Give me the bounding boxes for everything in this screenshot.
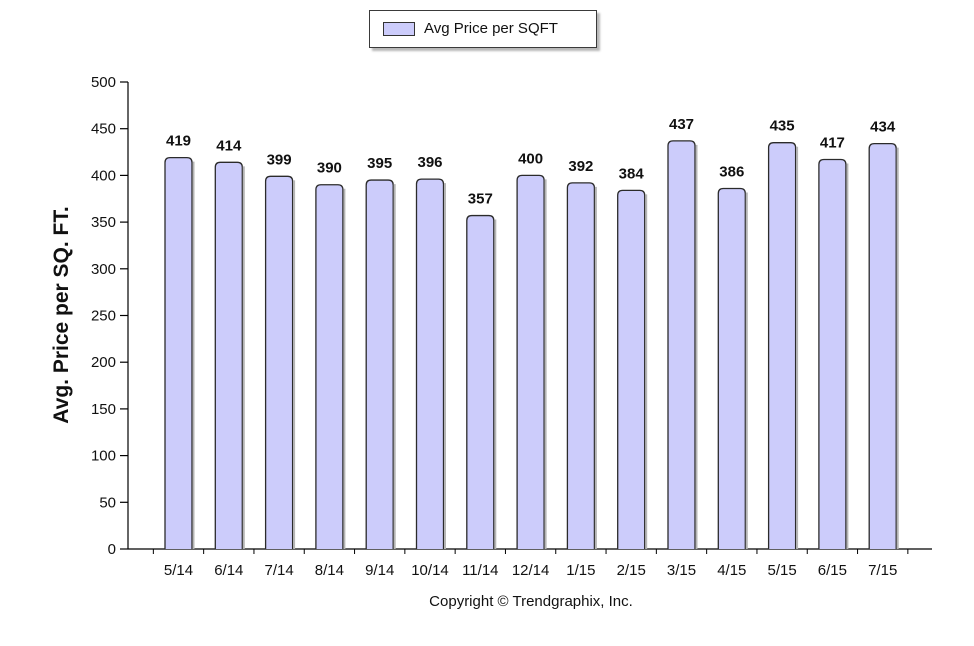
y-tick-label: 300 (91, 261, 116, 278)
bar-value-label: 395 (367, 155, 392, 172)
bar (164, 157, 193, 549)
y-axis-label: Avg. Price per SQ. FT. (50, 206, 73, 423)
bar-value-label: 396 (417, 154, 442, 171)
bar-value-label: 419 (166, 133, 191, 150)
bar (516, 174, 545, 549)
bar-value-label: 414 (216, 137, 242, 154)
bar-value-label: 434 (870, 119, 896, 136)
x-tick-label: 7/15 (868, 562, 897, 579)
data-labels: 419 414 399 390 395 396 357 400 392 384 437 386 435 4… (166, 116, 896, 208)
x-tick-label: 7/14 (264, 562, 293, 579)
y-tick-label: 350 (91, 214, 116, 231)
bar (868, 142, 897, 549)
bar-value-label: 384 (619, 165, 645, 182)
y-tick-label: 200 (91, 354, 116, 371)
bar (315, 184, 344, 549)
bar-value-label: 435 (770, 118, 795, 135)
x-tick-label: 6/15 (818, 562, 847, 579)
bar (717, 187, 746, 549)
x-tick-label: 12/14 (512, 562, 550, 579)
bar-value-label: 386 (719, 163, 744, 180)
y-tick-label: 100 (91, 448, 116, 465)
x-tick-label: 10/14 (411, 562, 449, 579)
x-tick-label: 4/15 (717, 562, 746, 579)
bar (566, 182, 596, 549)
bar (214, 161, 243, 549)
x-tick-label: 1/15 (566, 562, 595, 579)
y-tick-label: 0 (108, 541, 116, 558)
bar (617, 189, 646, 549)
x-tick-label: 2/15 (617, 562, 646, 579)
bar-value-label: 437 (669, 116, 694, 133)
bar-value-label: 417 (820, 135, 845, 152)
legend-swatch (383, 22, 415, 36)
x-tick-label: 6/14 (214, 562, 243, 579)
bar (415, 178, 445, 549)
bar (264, 175, 294, 549)
x-tick-label: 8/14 (315, 562, 344, 579)
y-tick-label: 400 (91, 167, 116, 184)
bar-value-label: 357 (468, 191, 493, 208)
bar (466, 214, 495, 549)
x-axis: 5/14 6/14 7/14 8/14 9/14 10/14 11/14 12/14 1/15 2… (128, 548, 932, 579)
x-tick-label: 9/14 (365, 562, 394, 579)
bar (667, 140, 696, 549)
y-tick-label: 50 (99, 494, 116, 511)
bar-value-label: 400 (518, 150, 543, 167)
x-tick-label: 5/15 (767, 562, 796, 579)
bars (164, 140, 899, 549)
bar (818, 158, 847, 549)
bar-value-label: 392 (568, 158, 593, 175)
bar-value-label: 390 (317, 160, 342, 177)
y-tick-label: 450 (91, 121, 116, 138)
bar (365, 179, 394, 549)
x-tick-label: 3/15 (667, 562, 696, 579)
x-tick-label: 11/14 (462, 562, 498, 579)
copyright-text: Copyright © Trendgraphix, Inc. (429, 593, 633, 610)
legend: Avg Price per SQFT (369, 10, 597, 48)
legend-label: Avg Price per SQFT (424, 20, 558, 37)
y-axis: 0 50 100 150 200 250 300 350 400 450 500 (91, 74, 129, 558)
y-tick-label: 250 (91, 308, 116, 325)
bar (767, 142, 797, 549)
y-tick-label: 500 (91, 74, 116, 91)
x-tick-label: 5/14 (164, 562, 193, 579)
bar-value-label: 399 (267, 151, 292, 168)
y-tick-label: 150 (91, 401, 116, 418)
